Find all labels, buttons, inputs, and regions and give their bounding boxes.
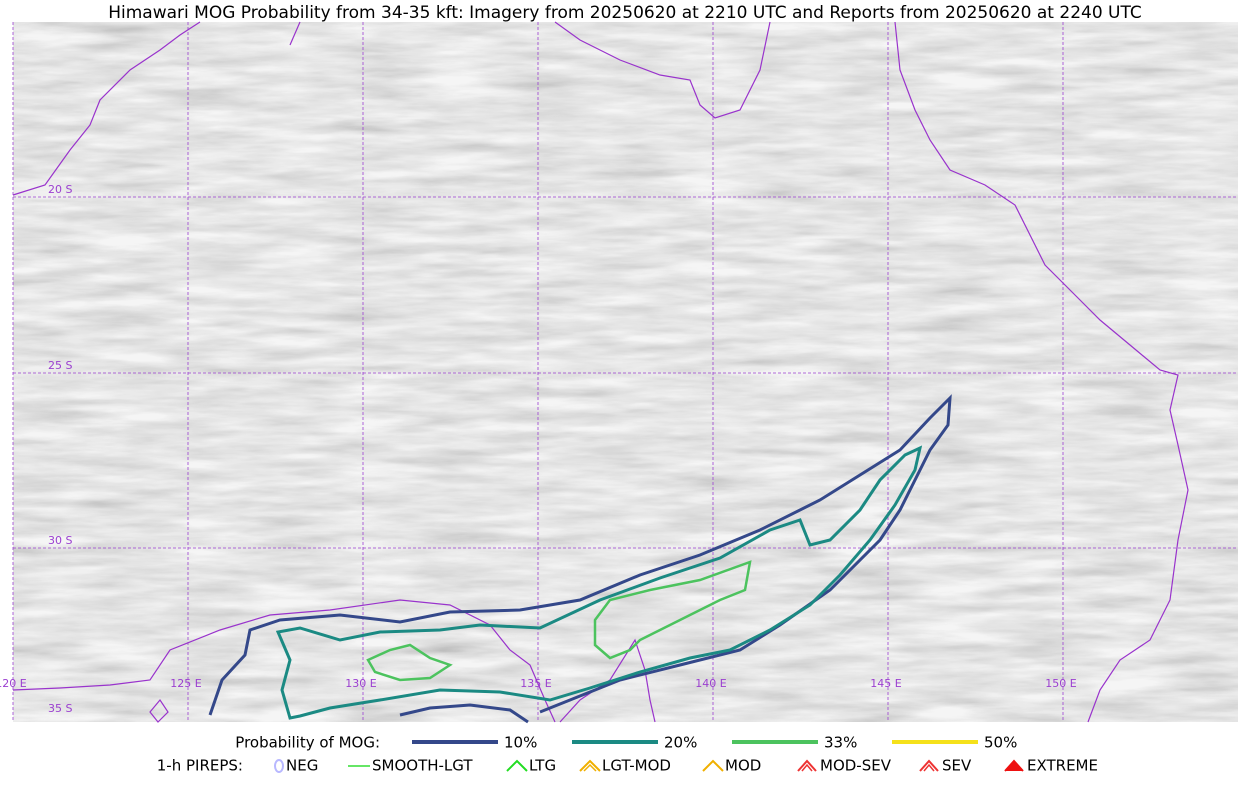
satellite-texture <box>13 22 1238 722</box>
lon-label: 125 E <box>170 677 201 690</box>
legend-label: 1-h PIREPS: <box>157 757 243 775</box>
contour-10 <box>399 703 529 724</box>
lon-label: 135 E <box>520 677 551 690</box>
legend: Probability of MOG: 10% 20% 33% 50% 1-h PIREP… <box>157 734 1098 775</box>
graticule: 20 S 25 S 30 S 35 S 120 E 125 E 130 E 135 E 140 … <box>0 22 1238 722</box>
legend-item: LGT-MOD <box>602 757 671 775</box>
lat-label: 30 S <box>48 534 72 547</box>
lon-label: 150 E <box>1045 677 1076 690</box>
pirep-symbol <box>274 759 284 773</box>
pirep-symbol <box>797 759 817 772</box>
coastline <box>12 21 1189 723</box>
pirep-symbol <box>1004 759 1024 772</box>
legend-item: LTG <box>529 757 556 775</box>
pirep-symbol <box>923 763 935 772</box>
pirep-symbol <box>702 759 724 772</box>
lon-label: 145 E <box>870 677 901 690</box>
lat-label: 20 S <box>48 183 72 196</box>
pirep-symbol <box>919 759 939 772</box>
mog-contours <box>208 394 952 724</box>
contour-33 <box>593 560 752 660</box>
legend-item: 20% <box>664 734 697 752</box>
legend-item: SEV <box>942 757 972 775</box>
pirep-symbol <box>583 763 597 772</box>
lon-label: 130 E <box>345 677 376 690</box>
pirep-symbol <box>579 759 601 772</box>
legend-item: SMOOTH-LGT <box>372 757 473 775</box>
lat-label: 25 S <box>48 359 72 372</box>
legend-item: EXTREME <box>1027 757 1098 775</box>
pirep-symbol <box>506 759 528 772</box>
map: 20 S 25 S 30 S 35 S 120 E 125 E 130 E 135 E 140 … <box>0 21 1238 724</box>
legend-item: MOD-SEV <box>820 757 892 775</box>
legend-item: 50% <box>984 734 1017 752</box>
title: Himawari MOG Probability from 34-35 kft:… <box>108 3 1142 23</box>
legend-item: NEG <box>286 757 318 775</box>
lon-label: 140 E <box>695 677 726 690</box>
contour-20 <box>275 445 923 720</box>
legend-label: Probability of MOG: <box>235 734 380 752</box>
pirep-symbol <box>801 763 813 772</box>
legend-item: 33% <box>824 734 857 752</box>
legend-item: 10% <box>504 734 537 752</box>
lat-label: 35 S <box>48 702 72 715</box>
legend-item: MOD <box>725 757 761 775</box>
contour-33 <box>366 643 453 682</box>
lon-label: 120 E <box>0 677 27 690</box>
